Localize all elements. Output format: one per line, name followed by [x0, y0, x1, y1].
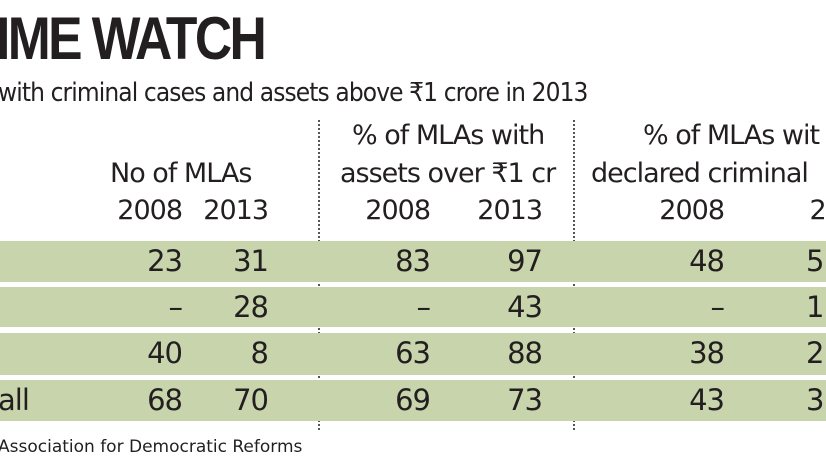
- table-cell: 68: [147, 383, 183, 417]
- table-cell: 28: [233, 290, 269, 324]
- chart-title: IME WATCH: [0, 5, 267, 72]
- table-row: [0, 380, 826, 421]
- source-note: Association for Democratic Reforms: [0, 437, 303, 457]
- table-cell: 83: [395, 244, 431, 278]
- table-cell: 48: [689, 244, 725, 278]
- table-cell: 97: [507, 244, 543, 278]
- table-cell: 70: [233, 383, 269, 417]
- table-cell: –: [710, 290, 726, 324]
- table-row: [0, 241, 826, 282]
- table-cell: 38: [689, 336, 725, 370]
- table-cell: 23: [147, 244, 183, 278]
- table-row: [0, 287, 826, 327]
- table-cell: –: [416, 290, 432, 324]
- table-cell: 73: [507, 383, 543, 417]
- row-label: all: [0, 383, 30, 417]
- table-cell: 63: [395, 336, 431, 370]
- table-cell: 3: [806, 383, 824, 417]
- year-header: 2013: [477, 195, 543, 226]
- table-cell: 2: [806, 336, 824, 370]
- table-cell: –: [168, 290, 184, 324]
- table-cell: 31: [233, 244, 269, 278]
- header-criminal-line1: % of MLAs wit: [643, 120, 820, 151]
- year-header: 2008: [659, 195, 725, 226]
- table-cell: 43: [689, 383, 725, 417]
- table-cell: 1: [806, 290, 824, 324]
- table-row: [0, 333, 826, 375]
- table-cell: 88: [507, 336, 543, 370]
- table-cell: 8: [250, 336, 269, 370]
- table-cell: 43: [507, 290, 543, 324]
- year-header: 2008: [117, 195, 183, 226]
- table-cell: 69: [395, 383, 431, 417]
- year-header: 201: [809, 195, 826, 226]
- header-criminal-line2: declared criminal: [591, 158, 809, 189]
- year-header: 2008: [365, 195, 431, 226]
- year-header: 2013: [203, 195, 269, 226]
- table-cell: 5: [806, 244, 824, 278]
- chart-subtitle: with criminal cases and assets above ₹1 …: [0, 78, 588, 108]
- header-assets-line1: % of MLAs with: [352, 120, 545, 151]
- header-no-of-mlas: No of MLAs: [110, 158, 252, 189]
- header-assets-line2: assets over ₹1 cr: [340, 158, 556, 189]
- table-cell: 40: [147, 336, 183, 370]
